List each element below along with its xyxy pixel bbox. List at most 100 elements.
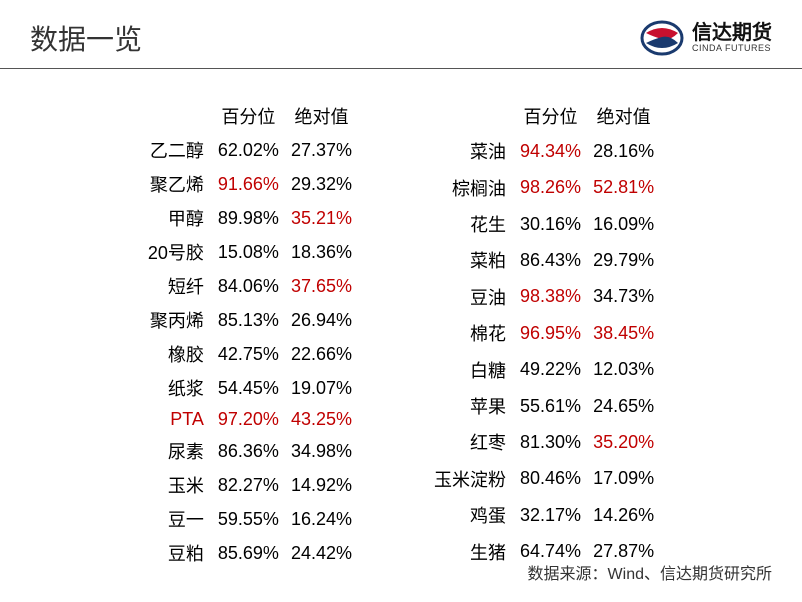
absolute-value: 17.09%: [587, 461, 660, 497]
table-row: 鸡蛋32.17%14.26%: [428, 497, 660, 533]
table-row: 红枣81.30%35.20%: [428, 424, 660, 460]
percentile-value: 85.69%: [212, 536, 285, 570]
table-row: 棕榈油98.26%52.81%: [428, 169, 660, 205]
table-row: 聚乙烯91.66%29.32%: [142, 167, 358, 201]
row-label: 红枣: [428, 424, 514, 460]
logo-text-en: CINDA FUTURES: [692, 43, 772, 54]
table-header-row: 百分位 绝对值: [142, 99, 358, 133]
percentile-value: 55.61%: [514, 388, 587, 424]
row-label: 菜粕: [428, 242, 514, 278]
absolute-value: 35.21%: [285, 201, 358, 235]
tables-container: 百分位 绝对值 乙二醇62.02%27.37%聚乙烯91.66%29.32%甲醇…: [0, 69, 802, 570]
absolute-value: 27.37%: [285, 133, 358, 167]
table-row: 玉米82.27%14.92%: [142, 468, 358, 502]
table-row: 短纤84.06%37.65%: [142, 269, 358, 303]
row-label: 菜油: [428, 133, 514, 169]
table-row: 豆粕85.69%24.42%: [142, 536, 358, 570]
cinda-logo-icon: [640, 19, 684, 57]
row-label: 纸浆: [142, 371, 212, 405]
table-row: 菜油94.34%28.16%: [428, 133, 660, 169]
percentile-value: 54.45%: [212, 371, 285, 405]
absolute-value: 52.81%: [587, 169, 660, 205]
table-row: 尿素86.36%34.98%: [142, 434, 358, 468]
row-label: 鸡蛋: [428, 497, 514, 533]
table-row: 棉花96.95%38.45%: [428, 315, 660, 351]
percentile-value: 59.55%: [212, 502, 285, 536]
row-label: 玉米淀粉: [428, 461, 514, 497]
left-table: 百分位 绝对值 乙二醇62.02%27.37%聚乙烯91.66%29.32%甲醇…: [142, 99, 358, 570]
table-row: 玉米淀粉80.46%17.09%: [428, 461, 660, 497]
absolute-value: 35.20%: [587, 424, 660, 460]
percentile-value: 86.43%: [514, 242, 587, 278]
absolute-value: 14.92%: [285, 468, 358, 502]
page-title: 数据一览: [30, 18, 142, 58]
percentile-value: 49.22%: [514, 351, 587, 387]
percentile-value: 96.95%: [514, 315, 587, 351]
absolute-value: 37.65%: [285, 269, 358, 303]
row-label: 乙二醇: [142, 133, 212, 167]
row-label: 棉花: [428, 315, 514, 351]
table-row: 花生30.16%16.09%: [428, 206, 660, 242]
table-row: 豆一59.55%16.24%: [142, 502, 358, 536]
col-absolute: 绝对值: [285, 99, 358, 133]
absolute-value: 24.42%: [285, 536, 358, 570]
table-row: 纸浆54.45%19.07%: [142, 371, 358, 405]
row-label: 聚乙烯: [142, 167, 212, 201]
table-row: 白糖49.22%12.03%: [428, 351, 660, 387]
percentile-value: 62.02%: [212, 133, 285, 167]
percentile-value: 82.27%: [212, 468, 285, 502]
absolute-value: 29.32%: [285, 167, 358, 201]
absolute-value: 16.24%: [285, 502, 358, 536]
absolute-value: 43.25%: [285, 405, 358, 434]
percentile-value: 89.98%: [212, 201, 285, 235]
percentile-value: 84.06%: [212, 269, 285, 303]
row-label: 豆粕: [142, 536, 212, 570]
row-label: 尿素: [142, 434, 212, 468]
absolute-value: 28.16%: [587, 133, 660, 169]
data-source: 数据来源：Wind、信达期货研究所: [528, 560, 772, 584]
row-label: 白糖: [428, 351, 514, 387]
table-row: 20号胶15.08%18.36%: [142, 235, 358, 269]
percentile-value: 91.66%: [212, 167, 285, 201]
absolute-value: 29.79%: [587, 242, 660, 278]
table-header-row: 百分位 绝对值: [428, 99, 660, 133]
percentile-value: 86.36%: [212, 434, 285, 468]
absolute-value: 34.73%: [587, 279, 660, 315]
table-row: 豆油98.38%34.73%: [428, 279, 660, 315]
percentile-value: 32.17%: [514, 497, 587, 533]
table-row: 甲醇89.98%35.21%: [142, 201, 358, 235]
table-row: PTA97.20%43.25%: [142, 405, 358, 434]
col-absolute: 绝对值: [587, 99, 660, 133]
percentile-value: 42.75%: [212, 337, 285, 371]
percentile-value: 98.38%: [514, 279, 587, 315]
row-label: PTA: [142, 405, 212, 434]
row-label: 聚丙烯: [142, 303, 212, 337]
row-label: 花生: [428, 206, 514, 242]
table-row: 苹果55.61%24.65%: [428, 388, 660, 424]
absolute-value: 22.66%: [285, 337, 358, 371]
right-table: 百分位 绝对值 菜油94.34%28.16%棕榈油98.26%52.81%花生3…: [428, 99, 660, 570]
percentile-value: 30.16%: [514, 206, 587, 242]
logo-text: 信达期货 CINDA FUTURES: [692, 23, 772, 54]
absolute-value: 18.36%: [285, 235, 358, 269]
absolute-value: 26.94%: [285, 303, 358, 337]
absolute-value: 24.65%: [587, 388, 660, 424]
logo-text-cn: 信达期货: [692, 23, 772, 43]
absolute-value: 14.26%: [587, 497, 660, 533]
percentile-value: 98.26%: [514, 169, 587, 205]
row-label: 玉米: [142, 468, 212, 502]
row-label: 20号胶: [142, 235, 212, 269]
row-label: 棕榈油: [428, 169, 514, 205]
table-row: 菜粕86.43%29.79%: [428, 242, 660, 278]
percentile-value: 85.13%: [212, 303, 285, 337]
table-row: 乙二醇62.02%27.37%: [142, 133, 358, 167]
absolute-value: 12.03%: [587, 351, 660, 387]
absolute-value: 16.09%: [587, 206, 660, 242]
row-label: 生猪: [428, 533, 514, 570]
row-label: 苹果: [428, 388, 514, 424]
absolute-value: 38.45%: [587, 315, 660, 351]
row-label: 豆一: [142, 502, 212, 536]
percentile-value: 94.34%: [514, 133, 587, 169]
col-percentile: 百分位: [212, 99, 285, 133]
absolute-value: 34.98%: [285, 434, 358, 468]
